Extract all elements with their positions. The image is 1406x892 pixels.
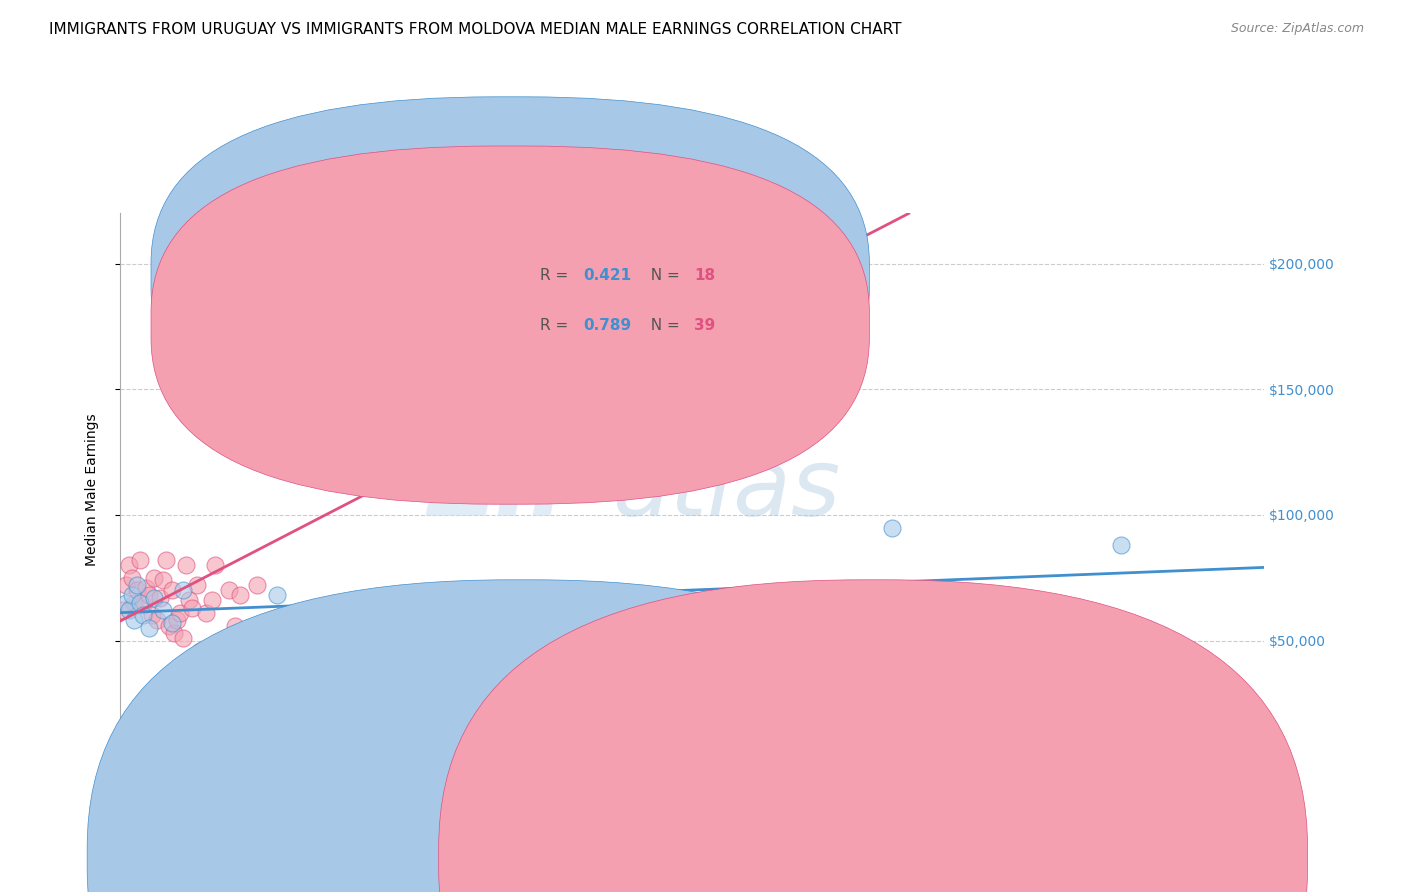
Point bbox=[129, 553, 152, 567]
Point bbox=[135, 581, 157, 595]
Point bbox=[138, 621, 160, 635]
Point bbox=[166, 614, 188, 628]
Point bbox=[1109, 538, 1132, 552]
Text: 40.0%: 40.0% bbox=[1220, 794, 1264, 808]
Point bbox=[124, 614, 146, 628]
Text: atlas: atlas bbox=[612, 444, 841, 535]
Point bbox=[1024, 618, 1046, 632]
Point bbox=[152, 574, 174, 588]
Text: R =: R = bbox=[540, 268, 574, 284]
Point bbox=[115, 596, 138, 610]
Text: 0.421: 0.421 bbox=[583, 268, 631, 284]
Point bbox=[209, 633, 232, 648]
Point bbox=[766, 282, 789, 296]
Text: N =: N = bbox=[641, 318, 685, 333]
Point bbox=[229, 588, 252, 602]
Point bbox=[266, 408, 288, 422]
Point bbox=[157, 618, 180, 632]
Point bbox=[882, 520, 904, 534]
Text: 18: 18 bbox=[695, 268, 716, 284]
Point bbox=[224, 618, 246, 632]
Point bbox=[246, 578, 269, 592]
FancyBboxPatch shape bbox=[481, 255, 733, 335]
Point bbox=[163, 626, 186, 640]
Point bbox=[177, 593, 200, 607]
Point bbox=[127, 578, 149, 592]
Point bbox=[204, 558, 226, 573]
Point bbox=[118, 558, 141, 573]
Point bbox=[652, 614, 675, 628]
Text: R =: R = bbox=[540, 318, 574, 333]
Point bbox=[152, 603, 174, 617]
Point bbox=[118, 603, 141, 617]
Point bbox=[115, 578, 138, 592]
Point bbox=[132, 599, 155, 613]
Point bbox=[238, 621, 260, 635]
Y-axis label: Median Male Earnings: Median Male Earnings bbox=[86, 414, 100, 566]
Point bbox=[124, 596, 146, 610]
Point bbox=[180, 601, 202, 615]
Text: Source: ZipAtlas.com: Source: ZipAtlas.com bbox=[1230, 22, 1364, 36]
Point bbox=[121, 588, 143, 602]
Point bbox=[172, 631, 194, 645]
Point bbox=[129, 596, 152, 610]
Point bbox=[174, 558, 197, 573]
FancyBboxPatch shape bbox=[150, 146, 869, 504]
Point bbox=[186, 578, 208, 592]
Point bbox=[160, 583, 183, 598]
Text: 0.0%: 0.0% bbox=[120, 794, 155, 808]
Point bbox=[121, 571, 143, 585]
Point bbox=[143, 571, 166, 585]
Point bbox=[111, 603, 134, 617]
Text: Immigrants from Uruguay: Immigrants from Uruguay bbox=[534, 851, 723, 865]
Point bbox=[127, 583, 149, 598]
Point bbox=[266, 588, 288, 602]
Point bbox=[295, 319, 318, 334]
Point bbox=[143, 591, 166, 605]
Point bbox=[169, 606, 191, 620]
Point bbox=[201, 593, 224, 607]
Point bbox=[146, 614, 169, 628]
Point bbox=[194, 606, 217, 620]
Point bbox=[155, 553, 177, 567]
Point bbox=[172, 583, 194, 598]
FancyBboxPatch shape bbox=[150, 97, 869, 455]
Text: N =: N = bbox=[641, 268, 685, 284]
Text: IMMIGRANTS FROM URUGUAY VS IMMIGRANTS FROM MOLDOVA MEDIAN MALE EARNINGS CORRELAT: IMMIGRANTS FROM URUGUAY VS IMMIGRANTS FR… bbox=[49, 22, 901, 37]
Text: ZIP: ZIP bbox=[427, 444, 600, 536]
Text: 39: 39 bbox=[695, 318, 716, 333]
Text: Immigrants from Moldova: Immigrants from Moldova bbox=[886, 851, 1074, 865]
Point bbox=[138, 588, 160, 602]
Point bbox=[141, 608, 163, 623]
Point bbox=[149, 591, 172, 605]
Point bbox=[188, 643, 211, 657]
Point bbox=[132, 608, 155, 623]
Point bbox=[280, 671, 302, 685]
Point bbox=[160, 615, 183, 630]
Text: 0.789: 0.789 bbox=[583, 318, 631, 333]
Point bbox=[218, 583, 240, 598]
